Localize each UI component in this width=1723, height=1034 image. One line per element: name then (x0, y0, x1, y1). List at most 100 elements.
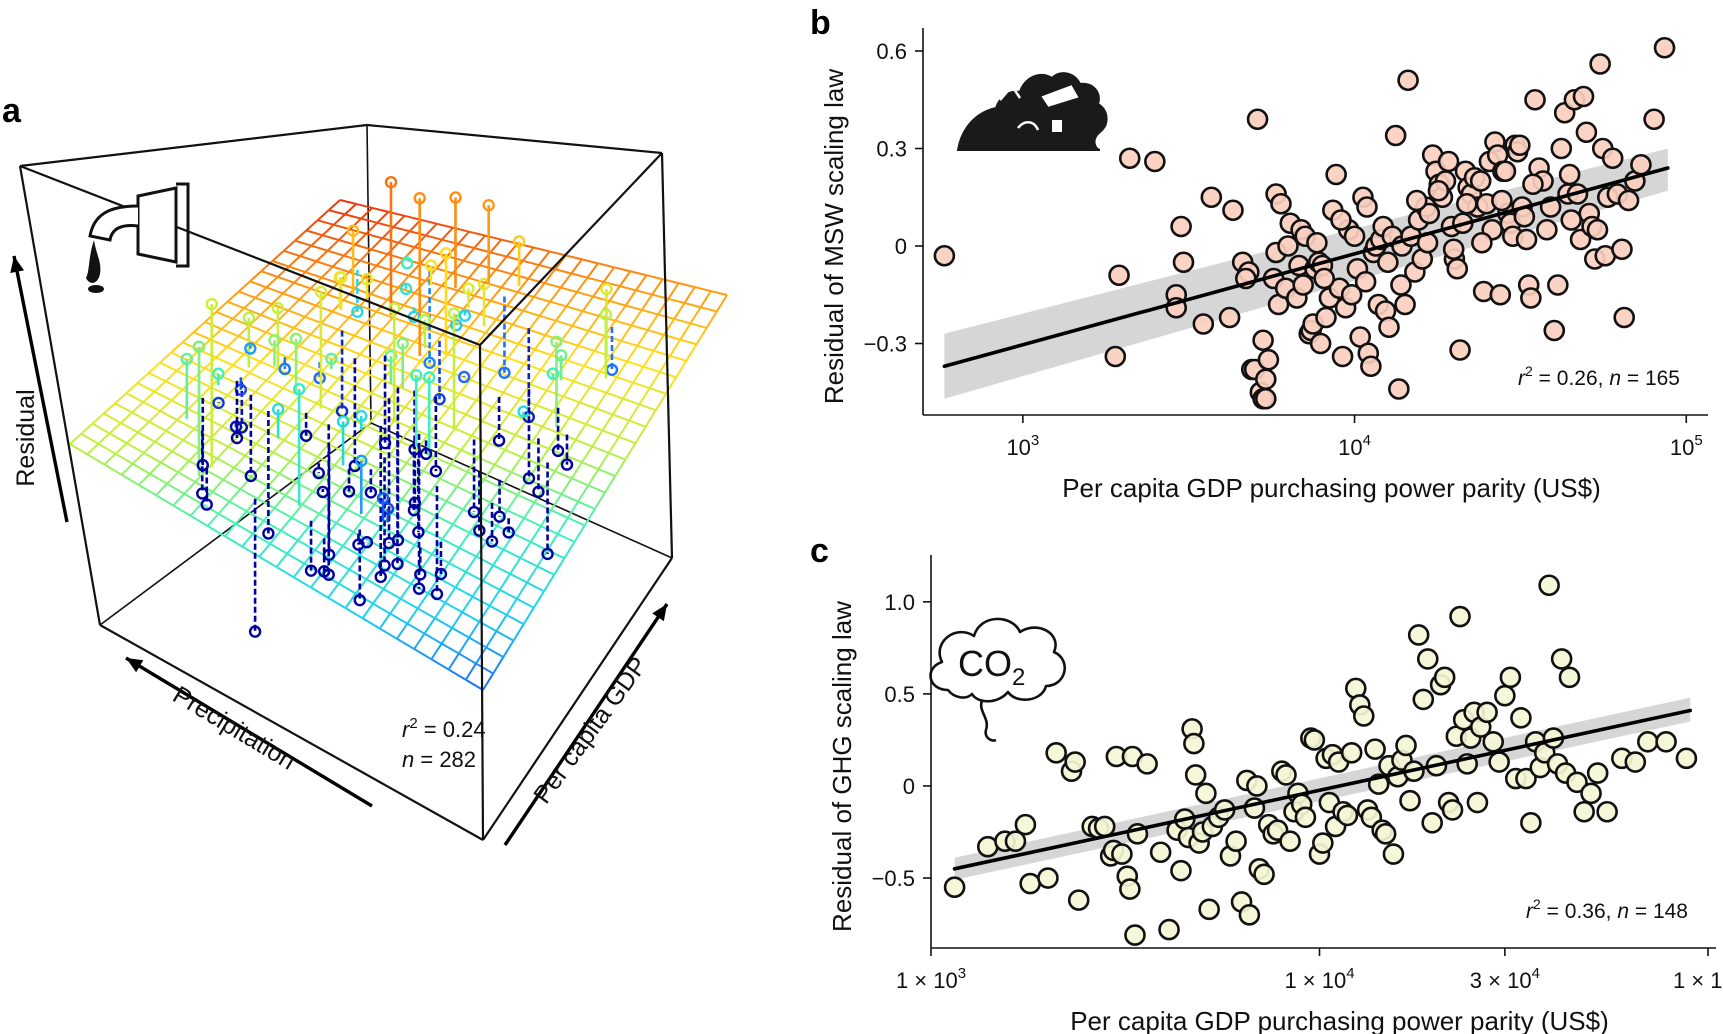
plane-grid-line (255, 380, 266, 391)
plane-grid-line (650, 388, 666, 394)
plane-grid-line (558, 534, 575, 542)
plane-grid-line (510, 574, 527, 583)
plane-grid-line (646, 410, 656, 426)
plane-grid-line (382, 318, 393, 330)
plane-grid-line (456, 587, 473, 596)
plane-grid-line (431, 286, 442, 299)
residual-arrow-head (10, 256, 24, 273)
plane-grid-line (436, 516, 453, 524)
data-point (1151, 843, 1170, 862)
plane-grid-line (336, 509, 347, 523)
plane-grid-line (464, 360, 480, 366)
plane-grid-line (455, 414, 466, 428)
plane-grid-line (330, 487, 341, 500)
plane-grid-line (223, 480, 240, 489)
x-tick-exponent: 4 (1346, 965, 1354, 982)
plane-grid-line (547, 390, 563, 396)
data-point (1333, 347, 1352, 366)
plane-grid-line (496, 270, 512, 274)
plane-grid-line (654, 335, 664, 351)
plane-grid-line (183, 332, 194, 342)
data-point (1247, 776, 1266, 795)
data-point (1271, 194, 1290, 213)
plane-grid-line (476, 400, 493, 407)
plane-grid-line (401, 584, 411, 599)
plane-grid-line (104, 414, 121, 423)
plane-grid-line (110, 423, 121, 433)
plane-grid-line (138, 422, 149, 433)
plane-grid-line (266, 321, 277, 332)
plane-grid-line (524, 608, 534, 624)
plane-grid-line (496, 615, 506, 631)
plane-grid-line (273, 452, 290, 461)
plane-grid-line (426, 224, 437, 236)
plane-grid-line (445, 587, 455, 602)
plane-grid-line (499, 428, 516, 435)
plane-grid-line (294, 564, 305, 578)
plane-grid-line (281, 531, 298, 541)
plane-grid-line (349, 318, 365, 324)
plane-grid-line (274, 495, 285, 508)
plane-grid-line (476, 557, 493, 566)
plane-grid-line (697, 328, 707, 344)
plane-grid-line (244, 403, 261, 411)
plane-grid-line (446, 487, 456, 502)
r2-value: = 0.26, (1533, 367, 1609, 390)
x-tick-base: 10 (1006, 435, 1030, 460)
plane-grid-line (393, 271, 409, 276)
n-symbol: n (402, 747, 414, 772)
plane-grid-line (631, 310, 641, 325)
plane-grid-line (138, 373, 149, 383)
y-tick-label: 1.0 (884, 590, 915, 615)
plane-grid-line (183, 440, 200, 449)
plane-grid-line (273, 251, 284, 261)
plane-grid-line (306, 416, 323, 424)
plane-grid-line (98, 433, 109, 443)
plane-grid-line (154, 381, 165, 391)
plane-grid-line (371, 330, 382, 342)
plane-grid-line (410, 231, 426, 235)
plane-grid-line (149, 411, 160, 422)
data-point (1495, 686, 1514, 705)
plane-grid-line (299, 300, 315, 306)
data-point (1598, 802, 1617, 821)
plane-grid-line (139, 474, 150, 485)
data-point (1492, 191, 1511, 210)
plane-grid-line (236, 524, 253, 534)
data-point (1279, 237, 1298, 256)
plane-grid-line (363, 618, 380, 628)
plane-grid-line (464, 346, 475, 360)
data-point (1305, 730, 1324, 749)
plane-grid-line (587, 263, 598, 277)
x-tick-base: 10 (1338, 435, 1362, 460)
plane-grid-line (305, 317, 322, 323)
plane-grid-line (283, 376, 294, 388)
stat-annotation: r2 = 0.36, n = 148 (1526, 896, 1688, 923)
plane-grid-line (321, 312, 332, 323)
plane-grid-line (470, 380, 487, 386)
plane-grid-line (490, 606, 507, 615)
plane-grid-line (490, 590, 500, 606)
data-point (1591, 55, 1610, 74)
co2-cloud-icon: CO2 (931, 619, 1065, 741)
plane-grid-line (242, 547, 259, 557)
plane-grid-line (115, 393, 126, 403)
plane-grid-line (255, 392, 272, 400)
plane-grid-line (339, 584, 356, 594)
plane-grid-line (234, 456, 245, 468)
data-point (1069, 891, 1088, 910)
data-point (1256, 389, 1275, 408)
plane-grid-line (268, 474, 279, 487)
plane-grid-line (126, 383, 137, 393)
plane-grid-line (371, 249, 387, 254)
plane-grid-line (296, 470, 307, 483)
data-point (1186, 765, 1205, 784)
plane-grid-line (283, 293, 299, 299)
plane-grid-line (304, 550, 315, 564)
plane-grid-line (380, 629, 397, 639)
plane-grid-line (633, 367, 643, 383)
plane-grid-line (542, 427, 559, 434)
plane-grid-line (332, 312, 348, 318)
plane-grid-line (222, 329, 239, 336)
plane-grid-line (491, 338, 502, 352)
